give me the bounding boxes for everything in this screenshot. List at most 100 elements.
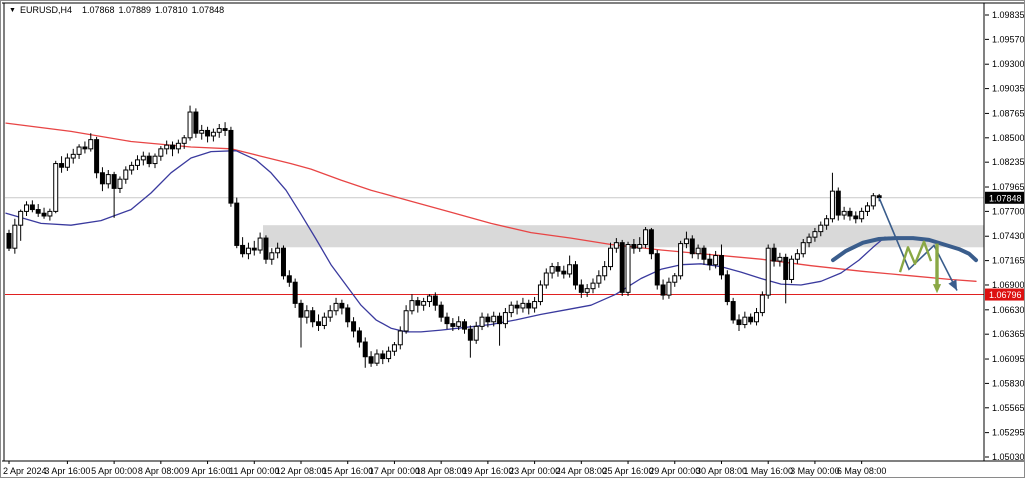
price-tick-label: 1.09835 [992, 10, 1025, 20]
candle-up [105, 174, 111, 185]
arrowhead [932, 284, 942, 294]
time-tick-label: 3 May 00:00 [790, 466, 840, 476]
candle-up [859, 210, 865, 220]
time-tick-label: 3 Apr 16:00 [44, 466, 90, 476]
time-tick-label: 17 Apr 00:00 [369, 466, 420, 476]
candle-up [695, 247, 701, 255]
candle-down [29, 204, 35, 211]
candle-down [631, 244, 637, 249]
candle-down [730, 301, 736, 321]
candle-down [82, 146, 88, 150]
candle-up [12, 224, 18, 249]
time-tick-label: 9 Apr 16:00 [185, 466, 231, 476]
candle-down [485, 316, 491, 323]
time-tick-label: 24 Apr 08:00 [556, 466, 607, 476]
candle-down [847, 210, 853, 217]
price-tick-label: 1.09035 [992, 84, 1025, 94]
candle-up [643, 229, 649, 246]
price-tick-label: 1.05030 [992, 452, 1025, 462]
price-tick-label: 1.08765 [992, 108, 1025, 118]
symbol-dropdown-icon[interactable]: ▼ [9, 6, 16, 14]
candle-up [210, 131, 216, 137]
candle-up [187, 111, 193, 139]
candle-up [257, 237, 263, 251]
candle-down [94, 139, 100, 174]
price-tick-label: 1.09570 [992, 34, 1025, 44]
analyst-annotations[interactable] [831, 197, 978, 294]
bear-path-arrow-line[interactable] [878, 197, 958, 291]
candle-up [275, 247, 281, 254]
candle-down [689, 238, 695, 255]
candle-up [164, 144, 170, 150]
candle-up [18, 210, 24, 226]
current-price-box: 1.07848 [985, 191, 1024, 204]
price-tick-label: 1.06365 [992, 329, 1025, 339]
current-price-box-value: 1.07848 [989, 193, 1022, 203]
candle-down [853, 215, 859, 220]
candle-up [502, 312, 508, 325]
candle-down [6, 232, 12, 249]
candle-down [362, 341, 368, 358]
time-tick-label: 30 Apr 08:00 [696, 466, 747, 476]
chart-title: ▼ EURUSD,H4 1.07868 1.07889 1.07810 1.07… [9, 5, 224, 15]
time-tick-label: 23 Apr 00:00 [509, 466, 560, 476]
candles [6, 105, 882, 368]
candle-up [76, 146, 82, 155]
candle-up [537, 284, 543, 303]
candle-down [701, 247, 707, 260]
candle-down [835, 190, 841, 216]
candle-up [567, 264, 573, 275]
candle-down [707, 258, 713, 266]
ma-slow-line [5, 122, 977, 282]
candle-up [759, 294, 765, 314]
quote-close: 1.07848 [191, 5, 225, 15]
projection-curve[interactable] [831, 236, 978, 263]
candle-up [754, 312, 760, 323]
candle-down [111, 174, 117, 189]
candle-up [625, 244, 631, 293]
candle-down [648, 229, 654, 255]
supply-zone [263, 225, 984, 248]
time-tick-label: 2 Apr 2024 [3, 466, 47, 476]
quote-high: 1.07889 [118, 5, 152, 15]
price-tick-label: 1.05565 [992, 403, 1025, 413]
candle-down [310, 310, 316, 323]
candle-up [47, 210, 53, 217]
candle-up [321, 316, 327, 326]
candle-down [619, 242, 625, 293]
price-axis[interactable]: 1.09835 1.09570 1.09300 1.09035 1.08765 1.085… [985, 10, 1025, 462]
candle-up [397, 330, 403, 346]
candle-up [391, 344, 397, 352]
candle-down [251, 247, 257, 251]
horizontal-lines [5, 197, 984, 296]
candle-down [292, 281, 298, 304]
candle-down [450, 323, 456, 327]
candle-up [152, 155, 158, 165]
candle-down [99, 172, 105, 185]
time-tick-label: 6 May 08:00 [837, 466, 887, 476]
candle-down [736, 319, 742, 326]
candle-up [818, 224, 824, 233]
time-tick-label: 8 Apr 08:00 [138, 466, 184, 476]
candle-down [263, 237, 269, 260]
candle-up [870, 195, 876, 207]
candle-down [526, 302, 532, 309]
price-tick-label: 1.07430 [992, 231, 1025, 241]
quote-low: 1.07810 [155, 5, 188, 15]
symbol-label: EURUSD,H4 [19, 5, 72, 15]
candle-up [123, 169, 129, 180]
candle-up [806, 236, 812, 244]
price-tick-label: 1.05295 [992, 428, 1025, 438]
candle-down [170, 144, 176, 150]
candle-up [181, 137, 187, 144]
candle-up [532, 301, 538, 309]
price-tick-label: 1.07700 [992, 206, 1025, 216]
candle-down [368, 356, 374, 364]
candle-up [216, 128, 222, 133]
green-zigzag[interactable] [898, 240, 933, 273]
candle-down [356, 330, 362, 343]
candle-down [240, 244, 246, 255]
